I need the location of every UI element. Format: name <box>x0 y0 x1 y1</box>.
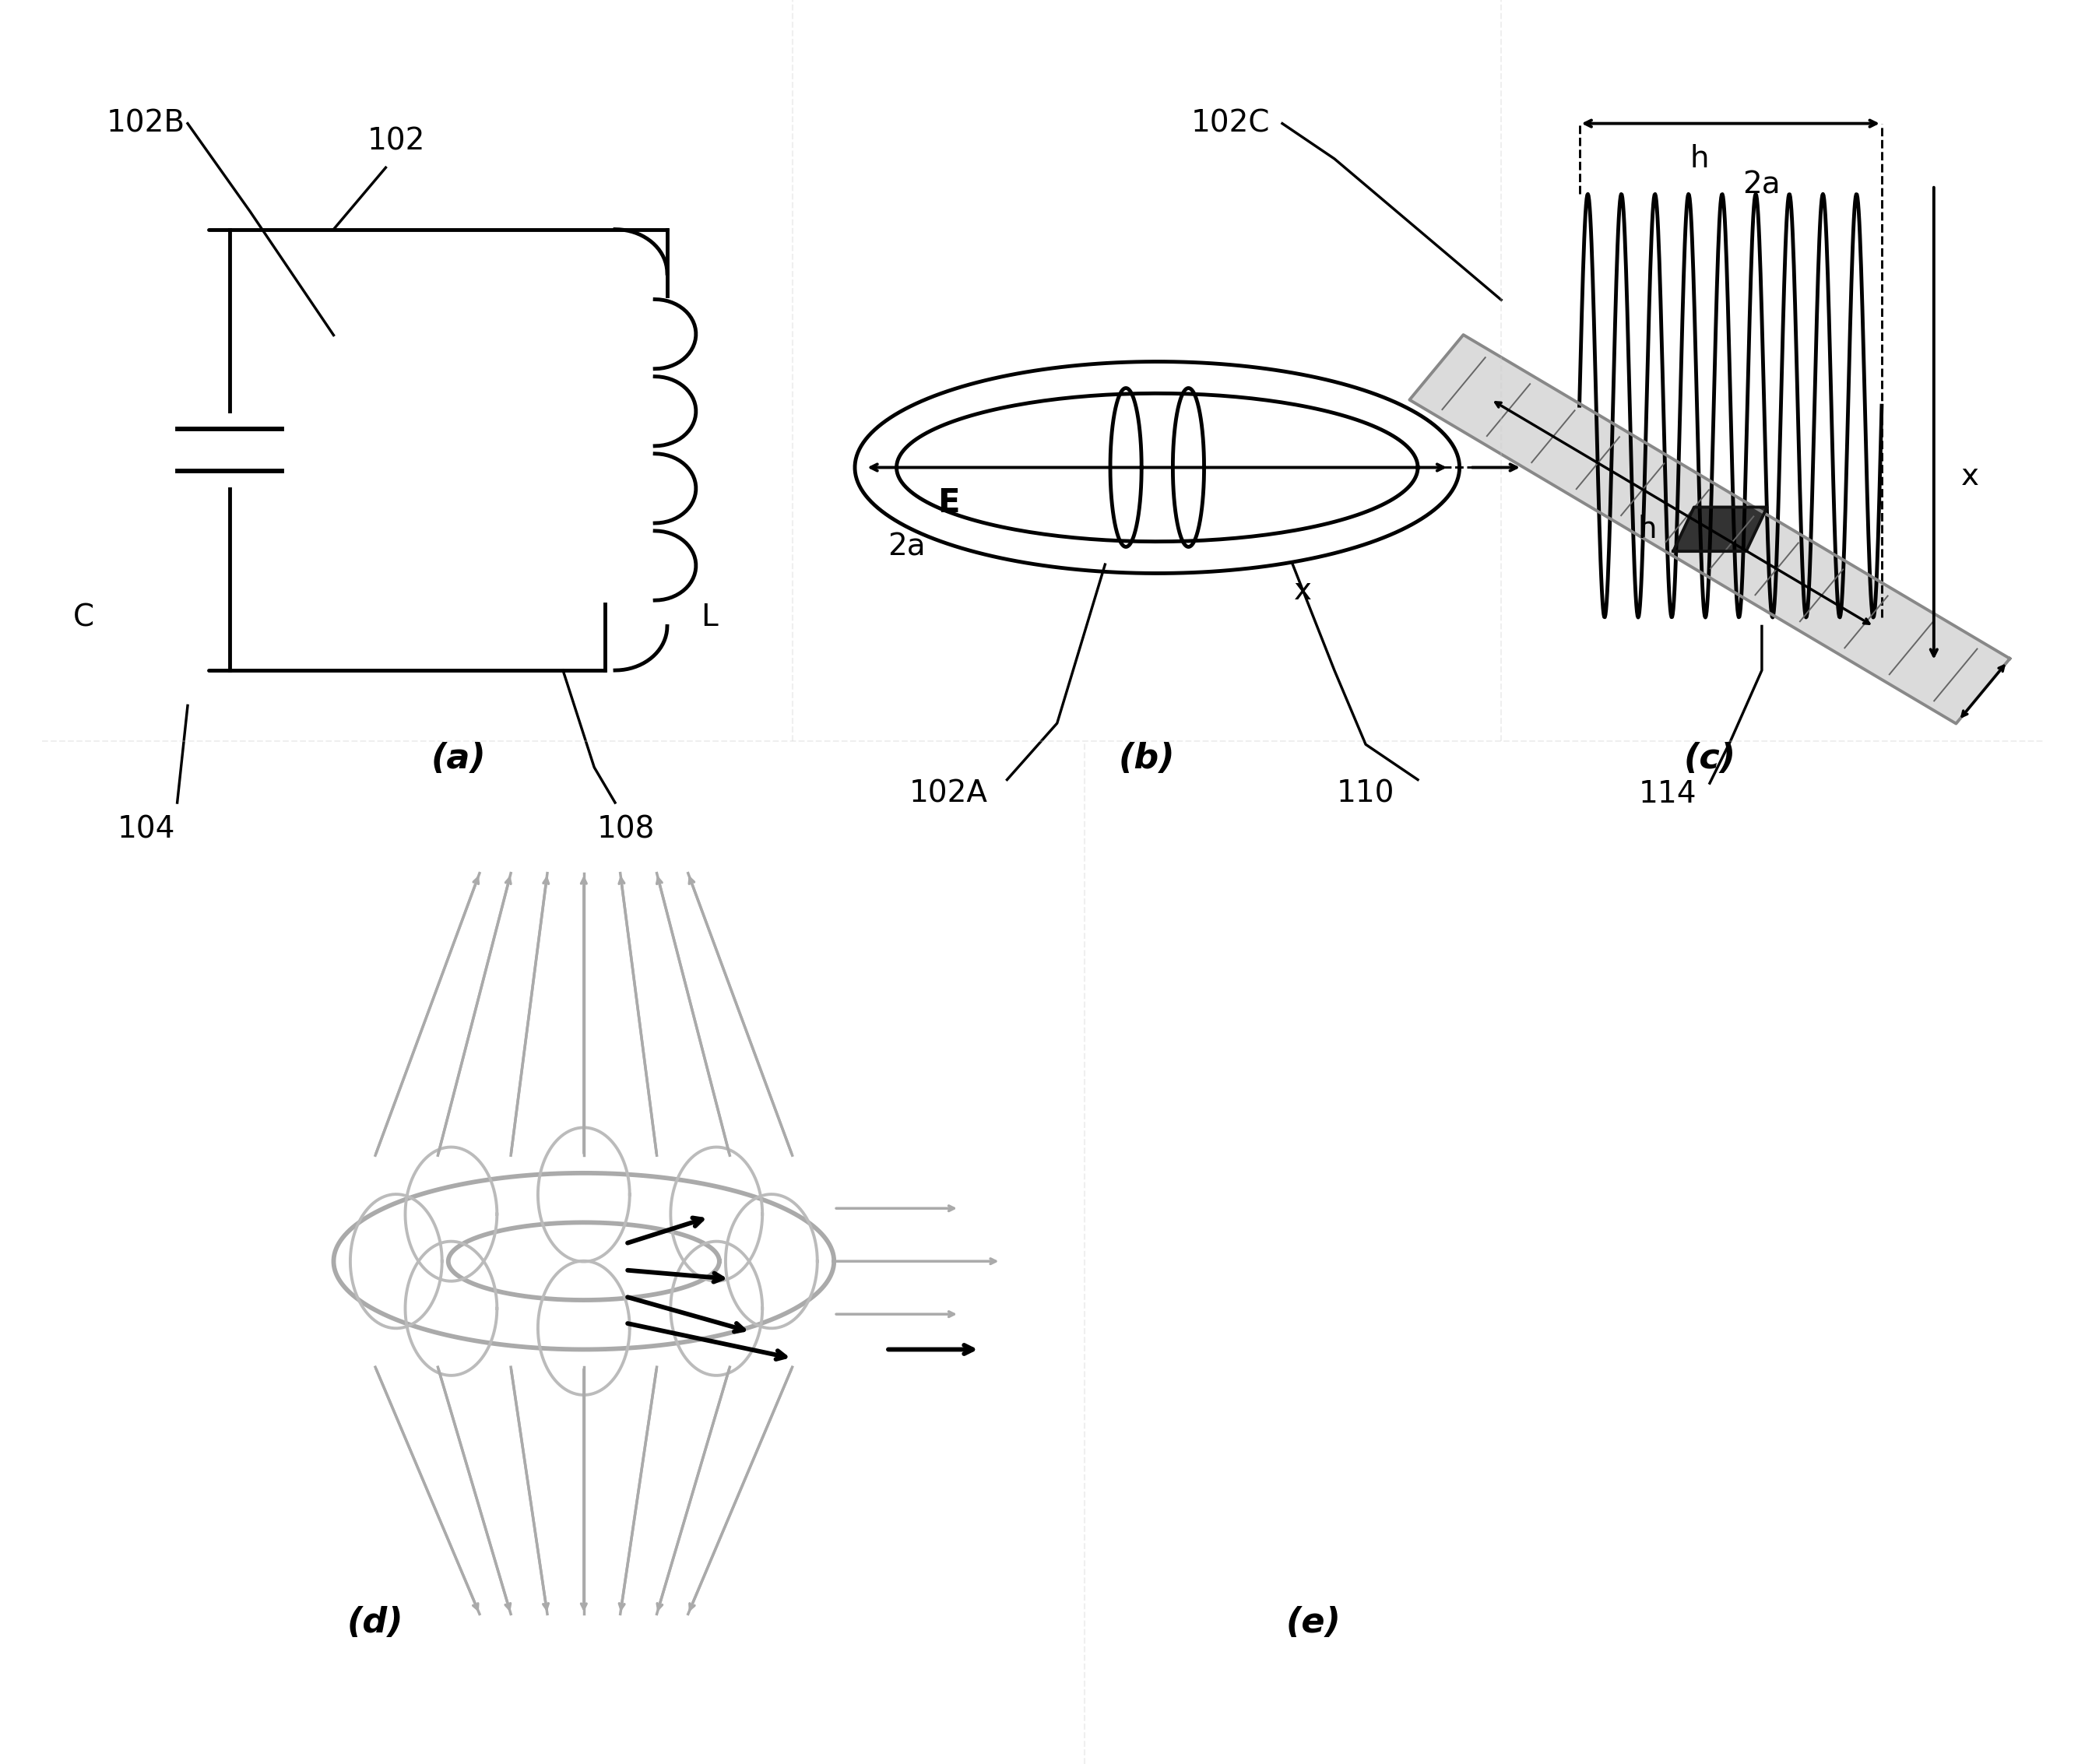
Text: h: h <box>1637 515 1658 543</box>
Text: 110: 110 <box>1336 780 1395 808</box>
Polygon shape <box>1672 508 1766 550</box>
Text: (d): (d) <box>346 1607 404 1639</box>
Text: 102A: 102A <box>909 780 988 808</box>
Text: 114: 114 <box>1639 780 1697 808</box>
Text: 102C: 102C <box>1191 109 1270 138</box>
Polygon shape <box>1409 335 2010 723</box>
Text: L: L <box>701 603 717 632</box>
Text: 102: 102 <box>367 127 425 155</box>
Text: 108: 108 <box>596 815 655 843</box>
Text: (a): (a) <box>432 743 486 774</box>
Text: (c): (c) <box>1683 743 1737 774</box>
Text: x: x <box>1295 577 1311 605</box>
Text: (e): (e) <box>1286 1607 1341 1639</box>
Text: (b): (b) <box>1118 743 1176 774</box>
Text: 104: 104 <box>117 815 175 843</box>
Text: x: x <box>1962 462 1979 490</box>
Text: h: h <box>1689 145 1710 173</box>
Text: 102B: 102B <box>106 109 186 138</box>
Text: E: E <box>938 487 959 519</box>
Text: 2a: 2a <box>1743 171 1781 199</box>
Text: C: C <box>73 603 94 632</box>
Text: 2a: 2a <box>888 533 926 561</box>
